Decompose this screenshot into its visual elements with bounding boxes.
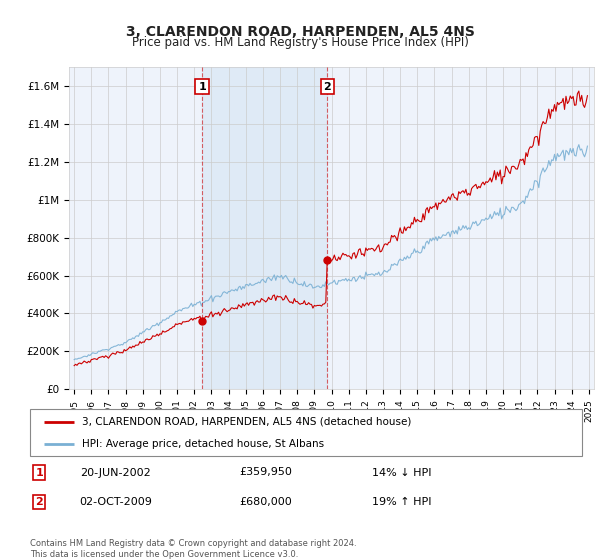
Bar: [202, 67, 327, 389]
Text: 02-OCT-2009: 02-OCT-2009: [80, 497, 152, 507]
Text: Contains HM Land Registry data © Crown copyright and database right 2024.
This d: Contains HM Land Registry data © Crown c…: [30, 539, 356, 559]
Text: 2: 2: [323, 82, 331, 91]
Text: 14% ↓ HPI: 14% ↓ HPI: [372, 468, 432, 478]
Text: Price paid vs. HM Land Registry's House Price Index (HPI): Price paid vs. HM Land Registry's House …: [131, 36, 469, 49]
Text: HPI: Average price, detached house, St Albans: HPI: Average price, detached house, St A…: [82, 438, 325, 449]
Text: 20-JUN-2002: 20-JUN-2002: [80, 468, 151, 478]
Text: £359,950: £359,950: [240, 468, 293, 478]
Text: 3, CLARENDON ROAD, HARPENDEN, AL5 4NS: 3, CLARENDON ROAD, HARPENDEN, AL5 4NS: [125, 25, 475, 39]
Text: 19% ↑ HPI: 19% ↑ HPI: [372, 497, 432, 507]
Text: 3, CLARENDON ROAD, HARPENDEN, AL5 4NS (detached house): 3, CLARENDON ROAD, HARPENDEN, AL5 4NS (d…: [82, 417, 412, 427]
Text: 2: 2: [35, 497, 43, 507]
Text: £680,000: £680,000: [240, 497, 293, 507]
Text: 1: 1: [198, 82, 206, 91]
Text: 1: 1: [35, 468, 43, 478]
FancyBboxPatch shape: [30, 409, 582, 456]
